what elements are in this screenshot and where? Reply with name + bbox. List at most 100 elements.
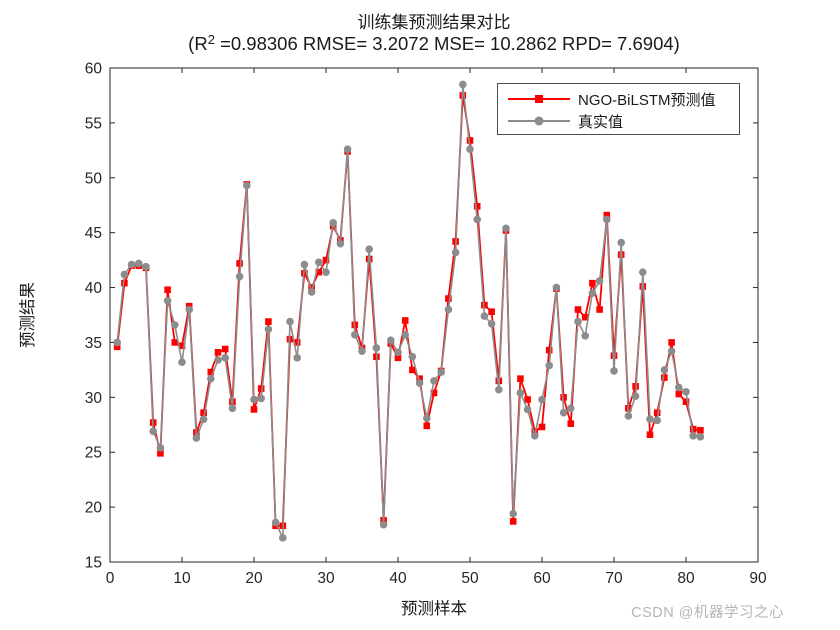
gray-circle-marker (293, 354, 302, 362)
red-square-marker (430, 389, 438, 397)
x-tick-label: 50 (461, 570, 479, 587)
x-tick-label: 40 (389, 570, 407, 587)
gray-circle-marker (243, 181, 251, 190)
gray-circle-marker (228, 404, 237, 413)
gray-circle-marker (444, 305, 453, 314)
legend-item-ngo-bilstm[interactable]: NGO-BiLSTM预测值 (508, 88, 739, 110)
red-square-marker (401, 317, 409, 324)
gray-circle-marker (149, 427, 157, 436)
gray-circle-marker (523, 405, 532, 414)
red-square-marker (416, 375, 423, 382)
x-tick-label: 10 (173, 570, 191, 587)
gray-circle-marker (329, 218, 338, 227)
gray-circle-marker (271, 518, 280, 527)
gray-circle-marker (372, 344, 381, 352)
gray-circle-marker (538, 395, 546, 404)
x-tick-label: 20 (245, 570, 263, 587)
gray-circle-marker (178, 358, 186, 367)
red-square-marker (697, 426, 704, 434)
gray-circle-marker (387, 336, 395, 345)
gray-circle-marker (171, 321, 179, 329)
red-square-marker (200, 409, 207, 417)
legend-label-truth: 真实值 (578, 113, 624, 131)
red-square-marker (214, 349, 222, 356)
red-square-marker (560, 394, 567, 401)
gray-series-line (116, 84, 701, 539)
red-square-marker (207, 368, 215, 376)
red-square-marker (394, 354, 402, 362)
gray-circle-marker (394, 348, 402, 357)
gray-circle-marker (185, 305, 193, 314)
red-square-marker (481, 301, 488, 309)
red-square-marker (653, 409, 661, 417)
gray-circle-marker (516, 389, 525, 397)
gray-circle-marker (156, 444, 165, 452)
red-square-marker (689, 425, 697, 433)
red-square-marker (531, 428, 539, 435)
gray-circle-marker (315, 258, 323, 267)
gray-circle-marker (696, 433, 705, 441)
red-square-marker (265, 318, 272, 325)
x-tick-label: 70 (605, 570, 623, 587)
gray-circle-marker (336, 239, 345, 248)
gray-circle-marker (595, 277, 604, 285)
red-square-marker (322, 256, 330, 264)
gray-circle-marker (343, 145, 352, 154)
legend-item-truth[interactable]: 真实值 (508, 110, 739, 132)
gray-circle-marker (379, 520, 388, 529)
gray-circle-marker (646, 415, 654, 424)
red-square-marker (157, 450, 164, 457)
chart-subtitle: (R2 =0.98306 RMSE= 3.2072 MSE= 10.2862 R… (0, 32, 840, 55)
gray-circle-marker (567, 404, 575, 413)
series-prediction (113, 92, 704, 530)
gray-circle-marker (437, 368, 446, 376)
gray-circle-marker (667, 347, 676, 356)
x-axis-label: 预测样本 (401, 600, 467, 618)
y-tick-label: 15 (85, 555, 102, 572)
red-square-marker-icon (535, 95, 543, 103)
gray-circle-marker (480, 312, 489, 320)
axes-box (109, 67, 759, 563)
red-square-marker (236, 260, 243, 267)
red-square-marker (409, 366, 416, 374)
red-square-marker (574, 306, 582, 313)
gray-circle-marker (322, 268, 330, 276)
gray-circle-marker (639, 268, 647, 276)
y-tick-label: 35 (85, 335, 102, 352)
y-tick-label: 20 (85, 500, 103, 517)
red-square-marker (661, 374, 668, 381)
gray-circle-marker (113, 338, 121, 347)
red-square-marker (466, 137, 474, 144)
red-square-marker (524, 396, 531, 403)
x-tick-label: 90 (749, 570, 767, 587)
series-truth (113, 80, 705, 542)
gray-circle-marker (257, 394, 266, 403)
red-square-marker (603, 211, 611, 219)
legend[interactable]: NGO-BiLSTM预测值 真实值 (497, 83, 740, 135)
red-square-marker (488, 308, 495, 316)
subtitle-stats: =0.98306 RMSE= 3.2072 MSE= 10.2862 RPD= … (214, 33, 680, 54)
gray-circle-marker (459, 80, 467, 89)
red-square-marker (646, 431, 654, 438)
subtitle-superscript: 2 (207, 32, 215, 47)
gray-circle-marker (307, 288, 316, 296)
y-tick-label: 40 (85, 280, 103, 297)
gray-circle-marker (163, 296, 172, 305)
gray-circle-marker (221, 354, 229, 362)
gray-circle-marker (351, 330, 359, 339)
gray-circle-marker (574, 317, 582, 326)
red-square-marker (682, 398, 690, 406)
red-square-marker (293, 339, 301, 346)
red-square-marker (517, 375, 524, 382)
red-square-marker (257, 385, 265, 392)
gray-circle-marker (286, 317, 294, 326)
subtitle-prefix: (R (188, 33, 208, 54)
gray-circle-marker (552, 283, 561, 292)
gray-circle-marker (466, 145, 474, 154)
gray-circle-marker (675, 383, 683, 392)
gray-circle-marker (250, 395, 258, 404)
red-square-marker (423, 422, 431, 430)
x-tick-label: 0 (106, 570, 115, 587)
gray-circle-marker (214, 356, 222, 364)
